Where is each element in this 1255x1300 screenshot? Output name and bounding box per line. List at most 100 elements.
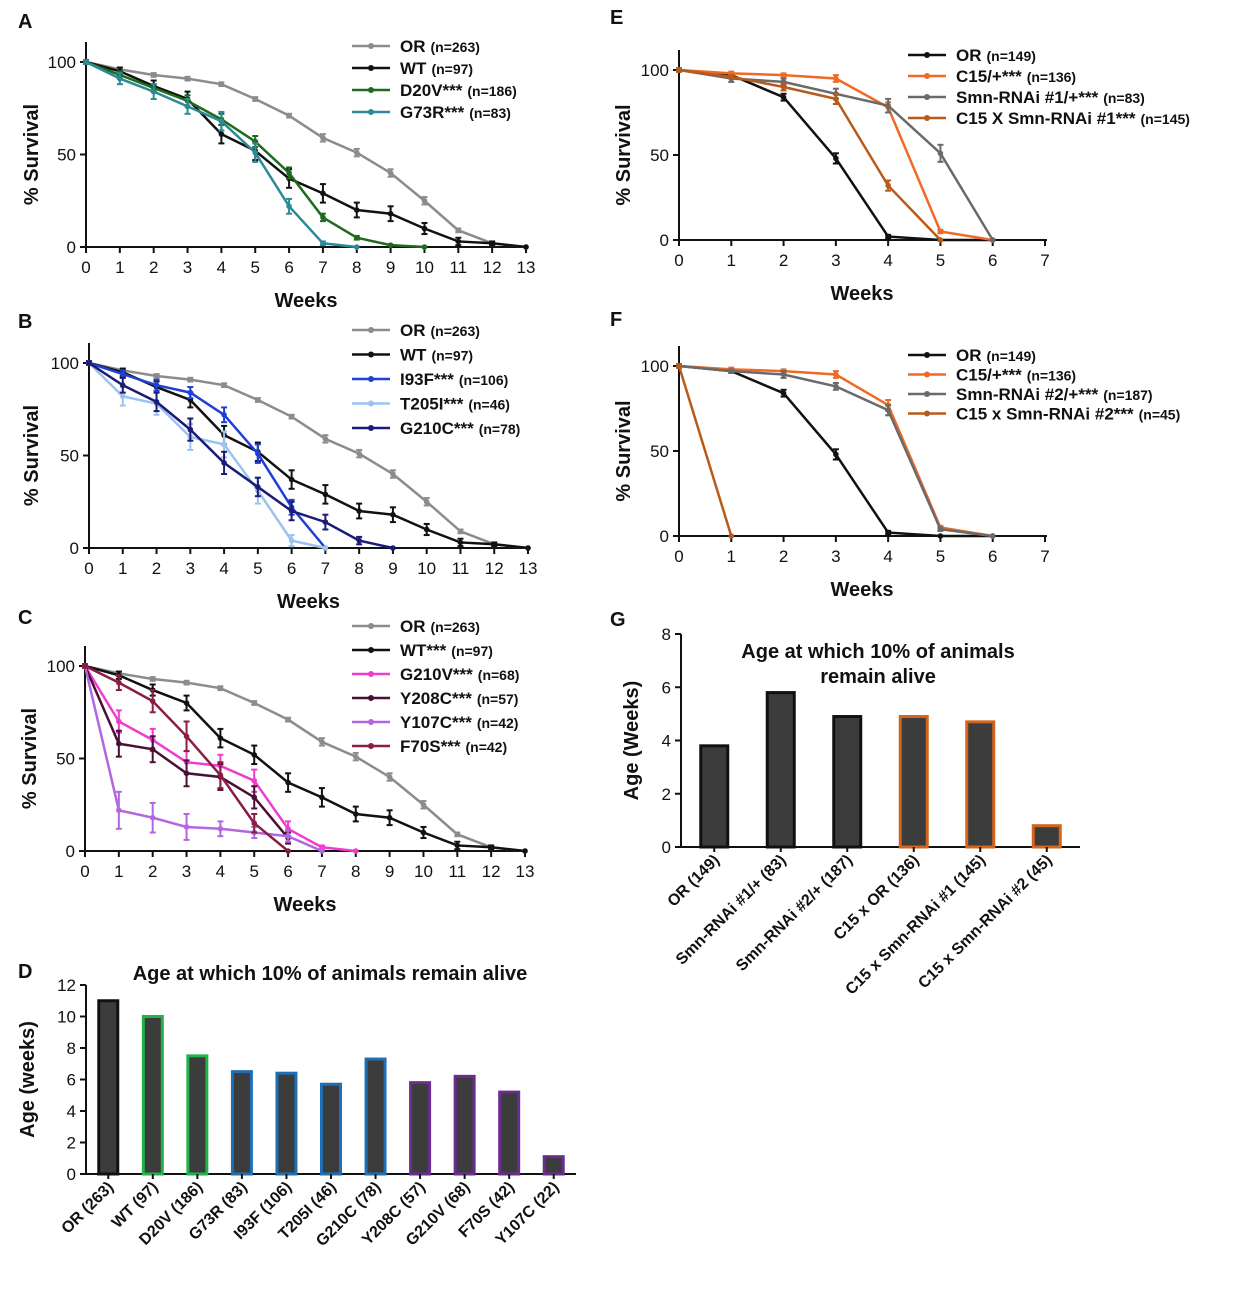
panel-b-series-t205i-point (119, 393, 126, 400)
panel-f-x-tick-label: 0 (674, 547, 683, 566)
panel-e-series-smn-rnai-1-point (885, 102, 891, 109)
panel-c-x-tick-label: 13 (516, 862, 535, 881)
panel-c-x-tick-label: 1 (114, 862, 123, 881)
panel-d-bar (230, 1070, 253, 1176)
panel-f-series-or-legend-label: OR (n=149) (956, 346, 1036, 365)
panel-c-series-f70s-legend-label: F70S*** (n=42) (400, 737, 507, 756)
panel-b-series-i93f-point (187, 389, 194, 396)
panel-g-category-label: Smn-RNAi #2/+ (187) (733, 852, 856, 975)
panel-b-x-tick-label: 10 (417, 559, 436, 578)
panel-e-series-smn-rnai-1-legend-label: Smn-RNAi #1/+*** (n=83) (956, 88, 1145, 107)
panel-d-y-tick-label: 12 (57, 976, 76, 995)
panel-a-series-d20v-point (421, 244, 428, 250)
panel-a-x-tick-label: 13 (517, 258, 536, 277)
panel-b-series-g210c-line (88, 361, 394, 550)
panel-a-x-tick-label: 2 (149, 258, 158, 277)
panel-c-series-g210v-point (116, 718, 122, 725)
panel-f-series-c15-x-smn-rnai-2-point (676, 363, 682, 369)
panel-g-title: remain alive (820, 666, 936, 688)
panel-c-series-y107c-point (116, 807, 122, 814)
panel-e-y-tick-label: 50 (650, 146, 669, 165)
panel-a-series-g73r-point (184, 103, 191, 110)
panel-b-x-tick-label: 0 (84, 559, 93, 578)
panel-e-series-c15-x-smn-rnai-1-point (780, 84, 787, 90)
panel-b-x-tick-label: 2 (152, 559, 161, 578)
panel-e-series-smn-rnai-1-point (937, 150, 944, 157)
panel-a-y-axis-label: % Survival (21, 104, 43, 205)
panel-c-series-wt-point (251, 752, 258, 758)
panel-e-y-tick-label: 0 (660, 231, 669, 250)
panel-g-category-label: Smn-RNAi #1/+ (83) (673, 852, 790, 969)
panel-a-series-wt-point (455, 238, 462, 245)
panel-e-series-or-point (833, 155, 839, 162)
panel-b-series-t205i-line (88, 362, 326, 550)
panel-a-series-d20v-point (387, 242, 394, 248)
panel-f-series-or-point (780, 390, 787, 397)
panel-a-series-or-point (252, 96, 259, 102)
panel-c-series-or-legend-label: OR (n=263) (400, 617, 480, 636)
panel-c-series-wt-point (352, 811, 359, 817)
panel-a-series-or-legend-label: OR (n=263) (400, 37, 480, 56)
panel-a-series-wt-point (218, 131, 225, 137)
panel-b-series-i93f-point (255, 450, 261, 457)
panel-c-x-tick-label: 10 (414, 862, 433, 881)
panel-b-x-tick-label: 7 (321, 559, 330, 578)
panel-a-x-tick-label: 6 (284, 258, 293, 277)
panel-b-x-tick-label: 3 (186, 559, 195, 578)
panel-d-y-tick-label: 2 (67, 1134, 76, 1153)
panel-c-x-tick-label: 6 (283, 862, 292, 881)
panel-b-x-tick-label: 4 (219, 559, 228, 578)
panel-e-x-tick-label: 2 (779, 251, 788, 270)
panel-b-series-i93f-point (221, 412, 227, 418)
panel-b-series-g210c-point (255, 484, 261, 490)
panel-a-series-wt-legend-marker (368, 65, 374, 71)
panel-c-x-tick-label: 2 (148, 862, 157, 881)
panel-b-series-g210c-legend-marker (368, 425, 374, 431)
panel-f-series-or-point (885, 529, 891, 536)
panel-c-series-y107c-point (319, 848, 325, 854)
panel-f-series-c15-legend-label: C15/+*** (n=136) (956, 366, 1076, 385)
panel-b-series-g210c-point (119, 382, 126, 389)
panel-b-series-or-point (423, 498, 430, 505)
panel-c-series-wt-point (183, 700, 190, 706)
panel-f-y-axis-label: % Survival (613, 400, 635, 501)
panel-b-series-i93f-legend-marker (368, 376, 374, 382)
panel-a-series-or-point (455, 227, 462, 234)
panel-d-bar (542, 1155, 565, 1176)
panel-b-series-or-point (288, 413, 295, 420)
panel-c-series-wt-point (420, 829, 427, 836)
panel-a-x-tick-label: 3 (183, 258, 192, 277)
panel-e-series-c15-legend-marker (924, 73, 930, 79)
panel-b-series-g210c-point (288, 508, 295, 514)
panel-d-y-tick-label: 8 (67, 1039, 76, 1058)
panel-e-series-or-legend-marker (924, 52, 930, 58)
panel-f-y-tick-label: 100 (641, 357, 669, 376)
panel-a-series-wt-point (489, 240, 495, 247)
panel-e-x-tick-label: 3 (831, 251, 840, 270)
panel-f-label: F (610, 309, 622, 331)
panel-a-series-or-point (320, 135, 326, 141)
panel-f-series-smn-rnai-2-point (728, 368, 735, 374)
panel-f-y-tick-label: 50 (650, 442, 669, 461)
panel-b-x-tick-label: 9 (388, 559, 397, 578)
panel-d-bar (453, 1074, 476, 1176)
panel-c-series-y107c-line (83, 665, 323, 853)
panel-e-series-or-point (780, 94, 787, 100)
panel-a-y-tick-label: 50 (57, 146, 76, 165)
panel-c-series-wt-point (454, 842, 461, 849)
panel-b-series-t205i-point (322, 545, 329, 551)
panel-c-series-g210v-point (352, 848, 359, 854)
panel-a-x-tick-label: 7 (318, 258, 327, 277)
panel-c-series-wt-legend-marker (368, 647, 374, 653)
panel-a-series-d20v-point (286, 170, 292, 176)
panel-c-series-y107c-point (149, 814, 156, 821)
panel-e-series-c15-x-smn-rnai-1-point (937, 237, 944, 243)
panel-a-series-g73r-legend-label: G73R*** (n=83) (400, 103, 511, 122)
panel-b-series-t205i-legend-label: T205I*** (n=46) (400, 395, 510, 414)
panel-a-series-g73r-legend-marker (368, 109, 374, 115)
panel-a-series-g73r-point (286, 203, 292, 210)
panel-d-bar (186, 1054, 209, 1176)
panel-c-x-tick-label: 11 (448, 862, 466, 881)
panel-g-label: G (610, 609, 626, 631)
